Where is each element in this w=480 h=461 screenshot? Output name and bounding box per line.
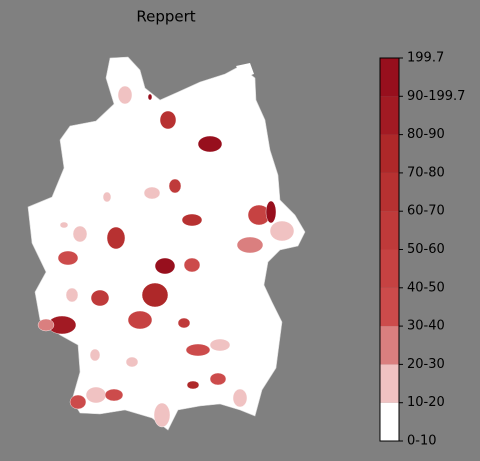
colorbar-label: 60-70 bbox=[407, 204, 445, 219]
district bbox=[236, 236, 264, 254]
district bbox=[181, 213, 203, 227]
district bbox=[102, 191, 112, 203]
colorbar-label: 70-80 bbox=[407, 165, 445, 180]
district bbox=[232, 388, 248, 408]
district bbox=[143, 186, 161, 200]
district bbox=[185, 343, 211, 357]
district bbox=[69, 394, 87, 410]
map-title: Reppert bbox=[136, 8, 195, 26]
colorbar-band bbox=[380, 326, 399, 365]
district bbox=[168, 178, 182, 194]
district bbox=[141, 282, 169, 308]
colorbar-label: 30-40 bbox=[407, 319, 445, 334]
colorbar-label: 199.7 bbox=[407, 51, 444, 66]
district bbox=[59, 221, 69, 229]
district bbox=[186, 380, 200, 390]
district bbox=[209, 338, 231, 352]
island bbox=[236, 63, 254, 78]
district bbox=[72, 225, 88, 243]
district bbox=[153, 402, 171, 428]
district bbox=[269, 220, 295, 242]
district bbox=[159, 110, 177, 130]
district bbox=[57, 250, 79, 266]
colorbar-band bbox=[380, 287, 399, 327]
district bbox=[89, 348, 101, 362]
district bbox=[177, 317, 191, 329]
colorbar-band bbox=[380, 364, 399, 403]
district bbox=[197, 135, 223, 153]
district bbox=[117, 85, 133, 105]
district bbox=[65, 287, 79, 303]
colorbar-label: 50-60 bbox=[407, 242, 445, 257]
district bbox=[154, 257, 176, 275]
colorbar-band bbox=[380, 402, 399, 441]
regions bbox=[37, 85, 295, 428]
colorbar-band bbox=[380, 172, 399, 212]
district bbox=[106, 226, 126, 250]
colorbar-label: 10-20 bbox=[407, 395, 445, 410]
district bbox=[127, 310, 153, 330]
colorbar-label: 80-90 bbox=[407, 127, 445, 142]
colorbar-label: 20-30 bbox=[407, 357, 445, 372]
district bbox=[85, 386, 107, 404]
colorbar-band bbox=[380, 58, 399, 97]
district bbox=[147, 93, 153, 101]
district bbox=[104, 388, 124, 402]
district bbox=[37, 318, 55, 332]
district bbox=[183, 257, 201, 273]
germany-map bbox=[27, 56, 306, 431]
colorbar-band bbox=[380, 211, 399, 250]
colorbar-band bbox=[380, 96, 399, 135]
colorbar-band bbox=[380, 249, 399, 288]
district bbox=[209, 372, 227, 386]
district bbox=[125, 356, 139, 368]
colorbar: 0-10 10-20 20-30 30-40 40-50 50-60 60-70 70-80 8… bbox=[379, 51, 465, 449]
colorbar-label: 40-50 bbox=[407, 280, 445, 295]
colorbar-band bbox=[380, 134, 399, 173]
colorbar-label: 90-199.7 bbox=[407, 89, 465, 104]
district bbox=[265, 200, 277, 224]
district bbox=[90, 289, 110, 307]
colorbar-label: 0-10 bbox=[407, 434, 437, 449]
